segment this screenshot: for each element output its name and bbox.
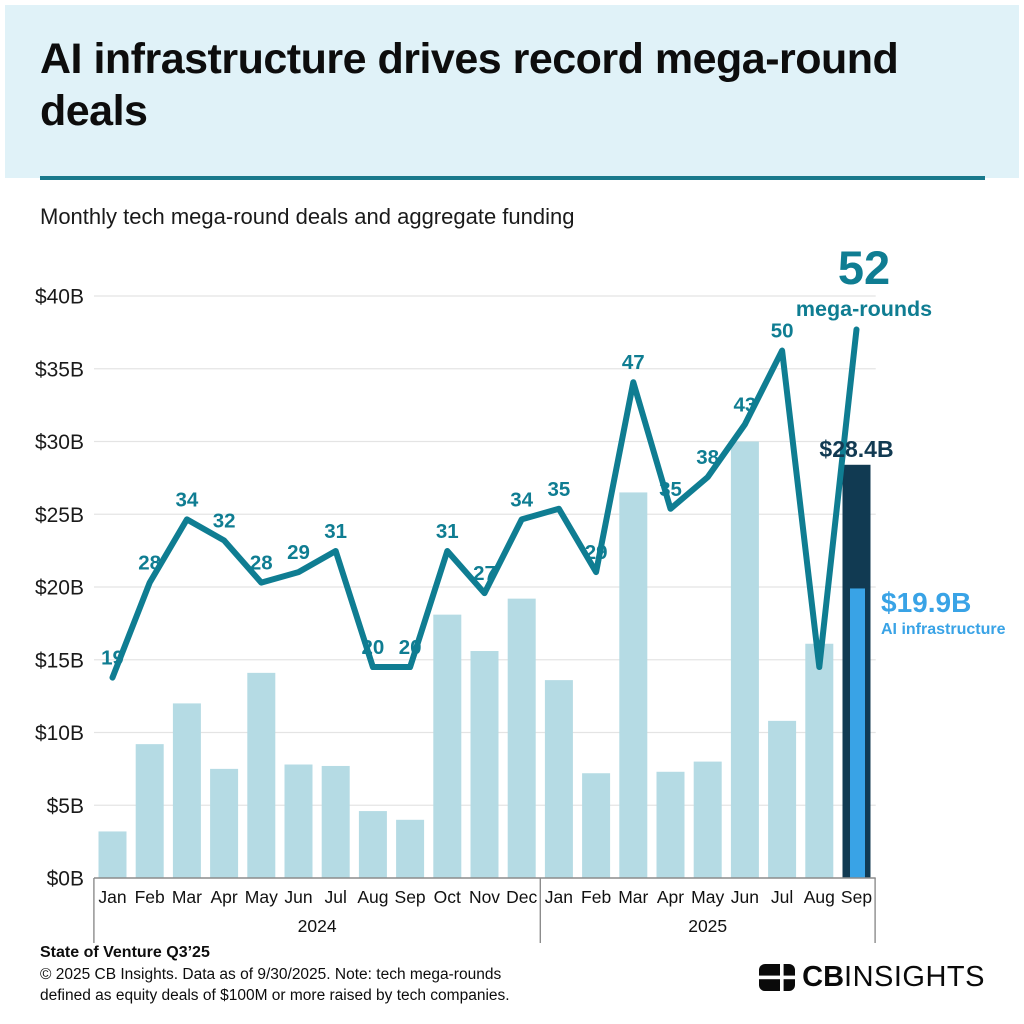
month-label: Mar <box>618 887 648 907</box>
mega-round-count-label: 20 <box>361 636 384 659</box>
mega-round-count-label: 32 <box>213 509 236 532</box>
header-banner <box>5 5 1019 178</box>
total-funding-label: $28.4B <box>819 436 893 462</box>
mega-round-count-label: 19 <box>101 647 124 670</box>
ai-funding-value: $19.9B <box>881 587 971 618</box>
month-label: Aug <box>357 887 388 907</box>
mega-round-count-label: 47 <box>622 351 645 374</box>
funding-bar <box>284 764 313 878</box>
chart-subtitle: Monthly tech mega-round deals and aggreg… <box>40 204 575 229</box>
footer-source: State of Venture Q3’25 © 2025 CB Insight… <box>40 942 510 1007</box>
mega-round-count-label: 29 <box>287 541 310 564</box>
funding-bar <box>656 771 685 878</box>
y-axis-tick-label: $15B <box>35 649 84 672</box>
y-axis-tick-label: $10B <box>35 722 84 745</box>
month-label: May <box>245 887 278 907</box>
mega-round-count-label: 28 <box>138 552 161 575</box>
funding-bar <box>247 672 276 878</box>
month-label: Apr <box>210 887 237 907</box>
funding-bar <box>768 720 797 878</box>
mega-round-count-label: 35 <box>659 478 682 501</box>
funding-bar <box>321 765 350 878</box>
mega-round-count-label: 34 <box>510 488 533 511</box>
mega-round-count-label: 50 <box>771 320 794 343</box>
mega-round-count-label: 43 <box>733 393 756 416</box>
mega-round-count-label: 38 <box>696 446 719 469</box>
year-label: 2024 <box>298 916 337 936</box>
month-label: Apr <box>657 887 684 907</box>
y-axis-tick-label: $0B <box>47 868 84 891</box>
divider-line <box>40 176 985 180</box>
big-count-annotation: 52 <box>838 241 890 294</box>
y-axis-tick-label: $5B <box>47 795 84 818</box>
mega-round-count-label: 20 <box>399 636 422 659</box>
mega-round-count-label: 31 <box>324 520 347 543</box>
month-label: Sep <box>395 887 426 907</box>
big-count-sublabel: mega-rounds <box>796 297 932 321</box>
page-title-line2: deals <box>40 87 148 135</box>
funding-bar <box>693 761 722 878</box>
ai-funding-sublabel: AI infrastructure <box>881 621 1006 638</box>
page-title: AI infrastructure drives record mega-rou… <box>40 33 995 137</box>
month-label: Oct <box>434 887 461 907</box>
mega-round-count-label: 34 <box>175 488 198 511</box>
funding-bar <box>210 768 239 878</box>
footer-source-title: State of Venture Q3’25 <box>40 944 210 961</box>
chart-area: $0B $5B $10B $15B $20B $25B $30B $35B $40B 19 28 34… <box>35 241 1006 943</box>
funding-bar <box>98 831 127 878</box>
month-label: Feb <box>581 887 611 907</box>
funding-bar <box>396 819 425 878</box>
mega-round-count-label: 29 <box>585 541 608 564</box>
ai-infrastructure-bar <box>850 588 865 878</box>
funding-bar <box>135 744 164 878</box>
funding-bar <box>619 492 648 878</box>
funding-bar <box>358 811 387 878</box>
logo-text-cb: CB <box>802 961 845 993</box>
funding-bar <box>470 651 499 878</box>
footer-note-line1: © 2025 CB Insights. Data as of 9/30/2025… <box>40 965 502 983</box>
footer-note-line2: defined as equity deals of $100M or more… <box>40 987 510 1004</box>
funding-bar <box>433 614 462 878</box>
cbinsights-logo-icon <box>759 964 796 991</box>
y-axis-tick-label: $40B <box>35 286 84 309</box>
y-axis-tick-label: $25B <box>35 504 84 527</box>
funding-bar <box>507 598 536 878</box>
logo-text-insights: INSIGHTS <box>844 961 985 993</box>
mega-round-count-label: 35 <box>547 478 570 501</box>
cbinsights-logo: CBINSIGHTS <box>759 961 985 994</box>
page-title-line1: AI infrastructure drives record mega-rou… <box>40 35 899 83</box>
mega-round-count-label: 28 <box>250 552 273 575</box>
month-label: Jan <box>545 887 573 907</box>
y-axis-tick-label: $35B <box>35 358 84 381</box>
month-label: Jun <box>284 887 312 907</box>
month-label: Jul <box>771 887 793 907</box>
mega-round-count-label: 27 <box>473 562 496 585</box>
month-label: Nov <box>469 887 500 907</box>
month-label: Mar <box>172 887 202 907</box>
mega-round-count-label: 31 <box>436 520 459 543</box>
month-label: Aug <box>804 887 835 907</box>
month-label: May <box>691 887 724 907</box>
funding-bar <box>544 680 573 878</box>
y-axis-tick-label: $30B <box>35 431 84 454</box>
month-label: Sep <box>841 887 872 907</box>
month-label: Jun <box>731 887 759 907</box>
mega-rounds-line <box>109 326 860 681</box>
year-label: 2025 <box>688 916 727 936</box>
month-label: Dec <box>506 887 537 907</box>
month-label: Jan <box>98 887 126 907</box>
month-label: Feb <box>135 887 165 907</box>
funding-bar <box>582 773 611 878</box>
funding-bar <box>730 441 759 878</box>
funding-bar <box>172 703 201 878</box>
month-label: Jul <box>325 887 347 907</box>
funding-bar <box>805 643 834 878</box>
y-axis-tick-label: $20B <box>35 577 84 600</box>
